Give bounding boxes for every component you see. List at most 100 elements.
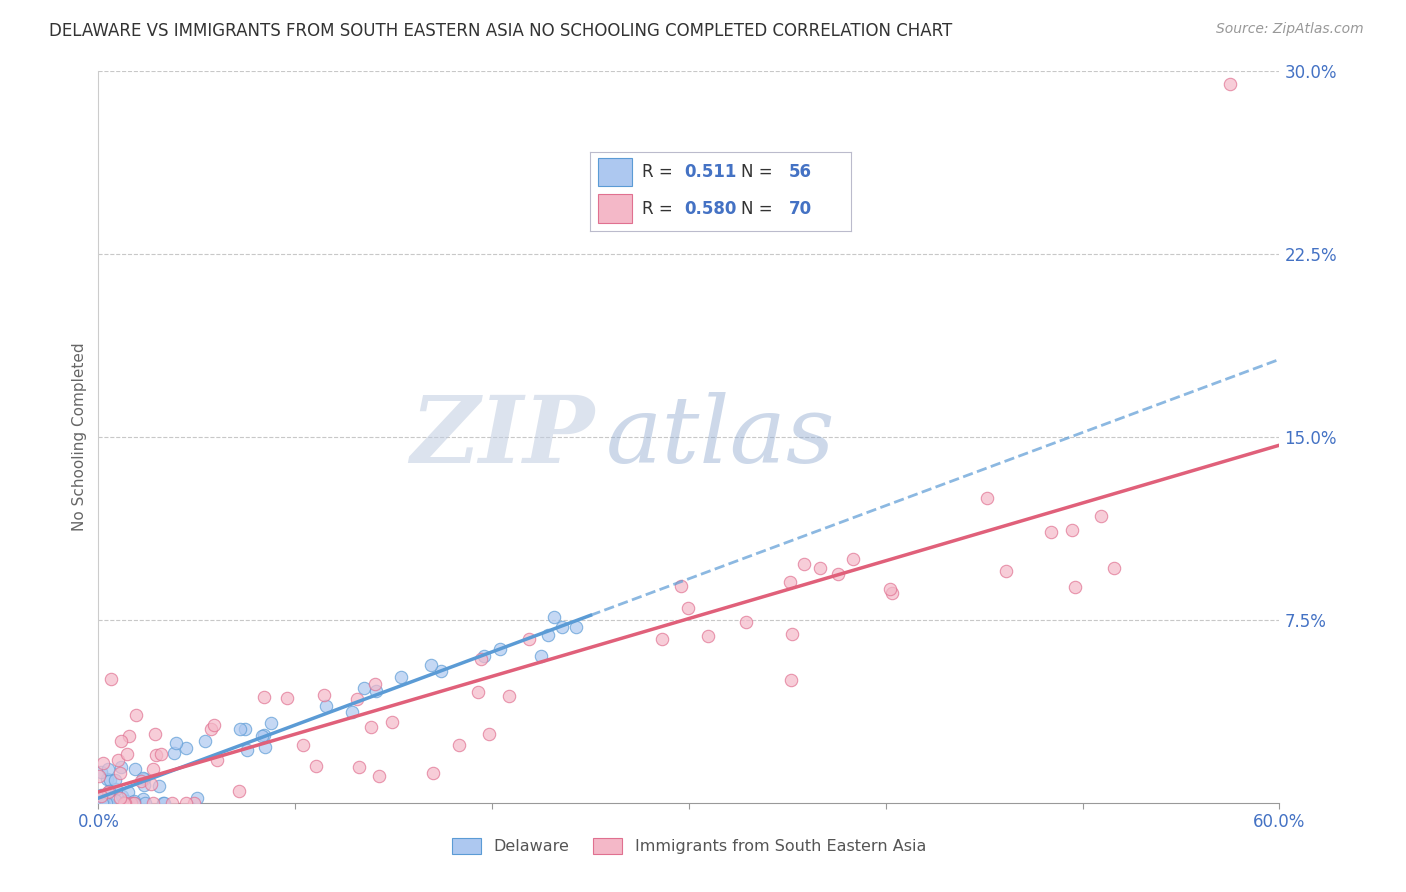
- Point: [233, 722, 256, 736]
- Point: [174, 796, 197, 810]
- Point: [94, 796, 117, 810]
- Point: [200, 722, 222, 736]
- Point: [420, 657, 443, 672]
- Point: [150, 747, 173, 762]
- Point: [228, 784, 250, 798]
- Point: [779, 574, 801, 589]
- Bar: [598, 158, 631, 186]
- Point: [108, 766, 131, 780]
- Point: [697, 629, 720, 643]
- Point: [90, 789, 112, 803]
- Point: [97, 796, 120, 810]
- Point: [808, 561, 831, 575]
- Point: [165, 736, 187, 750]
- Bar: [598, 194, 631, 223]
- Point: [148, 779, 170, 793]
- Text: DELAWARE VS IMMIGRANTS FROM SOUTH EASTERN ASIA NO SCHOOLING COMPLETED CORRELATIO: DELAWARE VS IMMIGRANTS FROM SOUTH EASTER…: [49, 22, 952, 40]
- Point: [124, 762, 146, 776]
- Point: [1102, 561, 1125, 575]
- Point: [340, 706, 363, 720]
- Point: [368, 769, 391, 783]
- Point: [780, 627, 803, 641]
- Point: [315, 698, 337, 713]
- Point: [449, 738, 471, 752]
- Point: [163, 746, 186, 760]
- Point: [312, 689, 335, 703]
- Text: atlas: atlas: [606, 392, 835, 482]
- Point: [89, 796, 111, 810]
- Point: [676, 601, 699, 615]
- Point: [120, 796, 142, 810]
- Point: [142, 763, 165, 777]
- Point: [134, 778, 156, 792]
- Point: [132, 772, 155, 786]
- Point: [134, 796, 156, 810]
- Point: [90, 764, 112, 779]
- Point: [105, 782, 128, 797]
- Point: [97, 762, 120, 776]
- Text: 70: 70: [789, 200, 811, 218]
- Point: [517, 632, 540, 646]
- Point: [879, 582, 901, 596]
- Text: R =: R =: [643, 163, 678, 181]
- Point: [422, 766, 444, 780]
- Y-axis label: No Schooling Completed: No Schooling Completed: [72, 343, 87, 532]
- Point: [366, 683, 388, 698]
- Point: [254, 739, 277, 754]
- Point: [97, 796, 120, 810]
- Point: [470, 652, 492, 666]
- Point: [253, 690, 276, 704]
- Point: [651, 632, 673, 646]
- Point: [96, 772, 118, 786]
- Point: [90, 788, 112, 802]
- Point: [87, 768, 110, 782]
- Point: [205, 753, 228, 767]
- Point: [152, 796, 174, 810]
- Point: [565, 620, 588, 634]
- Point: [104, 773, 127, 788]
- Point: [305, 759, 328, 773]
- Text: 0.511: 0.511: [683, 163, 737, 181]
- Point: [202, 718, 225, 732]
- Point: [104, 793, 127, 807]
- Point: [543, 610, 565, 624]
- Point: [96, 796, 118, 810]
- Point: [98, 772, 121, 787]
- Point: [1064, 580, 1087, 594]
- Point: [976, 491, 998, 505]
- Point: [467, 685, 489, 699]
- Point: [735, 615, 758, 630]
- Point: [118, 729, 141, 743]
- Text: R =: R =: [643, 200, 678, 218]
- Point: [353, 681, 375, 695]
- Text: ZIP: ZIP: [411, 392, 595, 482]
- Point: [360, 720, 382, 734]
- Point: [346, 691, 368, 706]
- Point: [551, 620, 574, 634]
- Point: [793, 557, 815, 571]
- Point: [229, 722, 252, 736]
- Point: [364, 677, 387, 691]
- Point: [122, 794, 145, 808]
- Text: 56: 56: [789, 163, 811, 181]
- Point: [183, 796, 205, 810]
- Point: [91, 756, 114, 770]
- Point: [107, 753, 129, 767]
- Point: [1060, 523, 1083, 537]
- Point: [276, 691, 298, 706]
- Point: [498, 690, 520, 704]
- Point: [994, 564, 1017, 578]
- Point: [115, 794, 138, 808]
- Point: [142, 796, 165, 810]
- Point: [153, 796, 176, 810]
- Point: [669, 579, 692, 593]
- Point: [489, 642, 512, 657]
- Point: [112, 796, 135, 810]
- Point: [117, 785, 139, 799]
- Point: [882, 585, 904, 599]
- Point: [131, 771, 153, 785]
- Point: [537, 627, 560, 641]
- Point: [347, 760, 370, 774]
- Point: [110, 760, 132, 774]
- Point: [132, 792, 155, 806]
